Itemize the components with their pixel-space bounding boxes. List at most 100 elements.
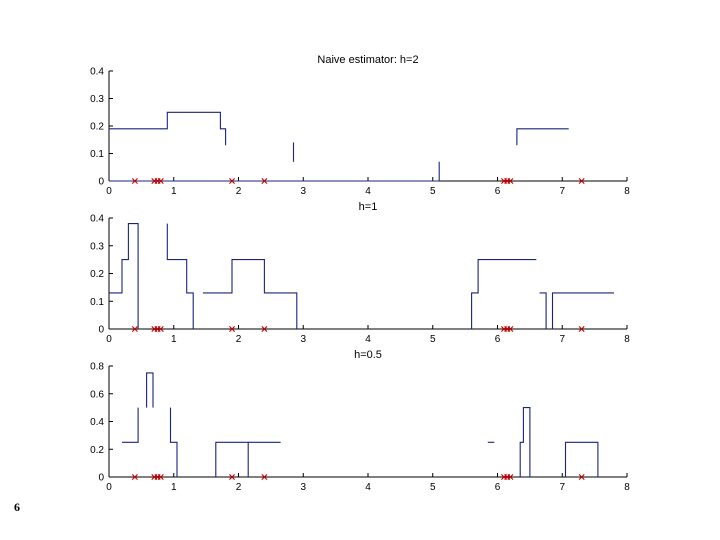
x-tick-label: 8 [624, 186, 630, 197]
y-tick: 0.1 [90, 297, 113, 308]
y-tick-label: 0.2 [90, 122, 104, 133]
sample-marker [131, 178, 138, 184]
estimator-segment [215, 441, 249, 477]
estimator-segment [166, 223, 194, 329]
y-tick-label: 0.6 [90, 389, 104, 400]
y-tick: 0.4 [90, 417, 113, 428]
y-tick: 0.1 [90, 149, 113, 160]
sample-marker [578, 178, 585, 184]
x-tick-label: 1 [171, 482, 177, 493]
x-tick-label: 4 [365, 186, 371, 197]
x-tick-label: 3 [300, 334, 306, 345]
y-tick-label: 0.3 [90, 94, 104, 105]
estimator-segment [564, 441, 599, 477]
x-tick: 6 [495, 177, 501, 197]
x-tick-label: 7 [559, 334, 565, 345]
y-tick: 0 [98, 325, 113, 336]
y-tick: 0 [98, 473, 113, 484]
x-tick-label: 0 [106, 482, 112, 493]
x-tick: 4 [365, 473, 371, 493]
x-tick-label: 5 [430, 334, 436, 345]
y-tick-label: 0.8 [90, 362, 104, 373]
y-tick-label: 0.1 [90, 149, 104, 160]
x-tick-label: 0 [106, 186, 112, 197]
estimator-segment [539, 292, 547, 329]
estimator-segment [516, 128, 569, 146]
x-tick: 8 [624, 177, 630, 197]
x-tick: 3 [300, 473, 306, 493]
y-tick-label: 0.1 [90, 297, 104, 308]
x-tick-label: 3 [300, 482, 306, 493]
sample-marker [157, 474, 164, 480]
x-tick-label: 4 [365, 482, 371, 493]
sample-marker [131, 326, 138, 332]
estimator-segment [202, 259, 298, 329]
sample-marker [261, 326, 268, 332]
y-tick: 0.2 [90, 269, 113, 280]
x-tick: 5 [430, 325, 436, 345]
x-tick: 5 [430, 177, 436, 197]
sample-marker [578, 474, 585, 480]
x-tick-label: 2 [236, 482, 242, 493]
subplot-title: h=0.5 [354, 349, 382, 361]
x-tick-label: 6 [495, 482, 501, 493]
y-tick: 0.3 [90, 241, 113, 252]
y-tick-label: 0.4 [90, 67, 104, 78]
x-tick: 7 [559, 325, 565, 345]
y-tick: 0.4 [90, 214, 113, 225]
x-tick-label: 6 [495, 186, 501, 197]
y-tick-label: 0 [98, 325, 104, 336]
estimator-segment [109, 223, 139, 329]
sample-marker [157, 178, 164, 184]
x-tick-label: 8 [624, 334, 630, 345]
sample-marker [507, 178, 514, 184]
y-tick: 0.6 [90, 389, 113, 400]
x-tick-label: 2 [236, 186, 242, 197]
x-tick: 7 [559, 177, 565, 197]
x-tick: 2 [236, 473, 242, 493]
x-tick: 8 [624, 473, 630, 493]
y-tick: 0.8 [90, 362, 113, 373]
y-tick-label: 0.2 [90, 445, 104, 456]
estimator-segment [551, 292, 614, 329]
estimator-segment [122, 407, 139, 443]
y-tick-label: 0 [98, 473, 104, 484]
x-tick: 0 [106, 325, 112, 345]
x-tick: 0 [106, 473, 112, 493]
subplot-3: h=0.5 0 1 2 3 4 5 6 7 8 0 0.2 0.4 0.6 0.8 [90, 349, 630, 493]
x-tick: 4 [365, 177, 371, 197]
y-tick-label: 0.3 [90, 241, 104, 252]
x-tick: 3 [300, 177, 306, 197]
x-tick: 1 [171, 473, 177, 493]
x-tick-label: 3 [300, 186, 306, 197]
estimator-segment [109, 161, 440, 182]
x-tick-label: 4 [365, 334, 371, 345]
x-tick-label: 0 [106, 334, 112, 345]
y-tick-label: 0.4 [90, 417, 104, 428]
y-tick: 0.2 [90, 445, 113, 456]
y-tick-label: 0 [98, 177, 104, 188]
estimator-segment [169, 407, 178, 477]
x-tick-label: 2 [236, 334, 242, 345]
estimator-segment [146, 372, 154, 408]
sample-marker [507, 474, 514, 480]
x-tick-label: 7 [559, 482, 565, 493]
x-tick: 7 [559, 473, 565, 493]
sample-marker [229, 474, 236, 480]
sample-marker [229, 178, 236, 184]
y-tick: 0.2 [90, 122, 113, 133]
y-tick: 0.4 [90, 67, 113, 78]
x-tick: 4 [365, 325, 371, 345]
x-tick: 1 [171, 325, 177, 345]
sample-marker [131, 474, 138, 480]
x-tick-label: 7 [559, 186, 565, 197]
x-tick: 2 [236, 177, 242, 197]
x-tick-label: 5 [430, 186, 436, 197]
sample-marker [157, 326, 164, 332]
estimator-segment [471, 259, 537, 329]
estimator-segment [519, 407, 531, 477]
y-tick: 0.3 [90, 94, 113, 105]
y-tick-label: 0.4 [90, 214, 104, 225]
x-tick-label: 1 [171, 186, 177, 197]
